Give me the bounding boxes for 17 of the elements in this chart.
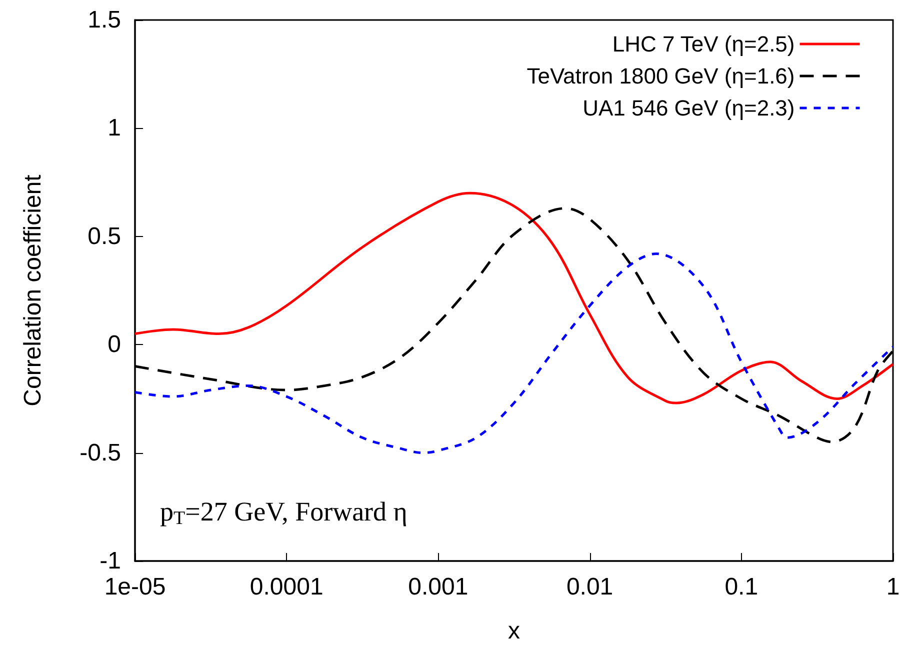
- x-axis-title: x: [508, 618, 520, 644]
- legend-label: LHC 7 TeV (η=2.5): [612, 32, 795, 56]
- legend-label: TeVatron 1800 GeV (η=1.6): [526, 64, 795, 88]
- x-tick-label: 1e-05: [104, 574, 166, 600]
- y-axis-title: Correlation coefficient: [20, 174, 46, 406]
- x-tick-label: 0.01: [566, 574, 614, 600]
- y-tick-label: -0.5: [80, 439, 121, 466]
- y-tick-label: 1.5: [88, 6, 121, 34]
- y-tick-label: 0.5: [88, 222, 121, 250]
- y-tick-label: 1: [108, 114, 121, 142]
- y-tick-label: -1: [100, 548, 121, 574]
- x-tick-label: 1: [886, 574, 900, 600]
- x-tick-label: 0.0001: [250, 574, 324, 600]
- x-tick-label: 0.1: [724, 574, 758, 600]
- legend-label: UA1 546 GeV (η=2.3): [582, 96, 795, 120]
- y-tick-label: 0: [108, 331, 121, 358]
- x-tick-label: 0.001: [408, 574, 468, 600]
